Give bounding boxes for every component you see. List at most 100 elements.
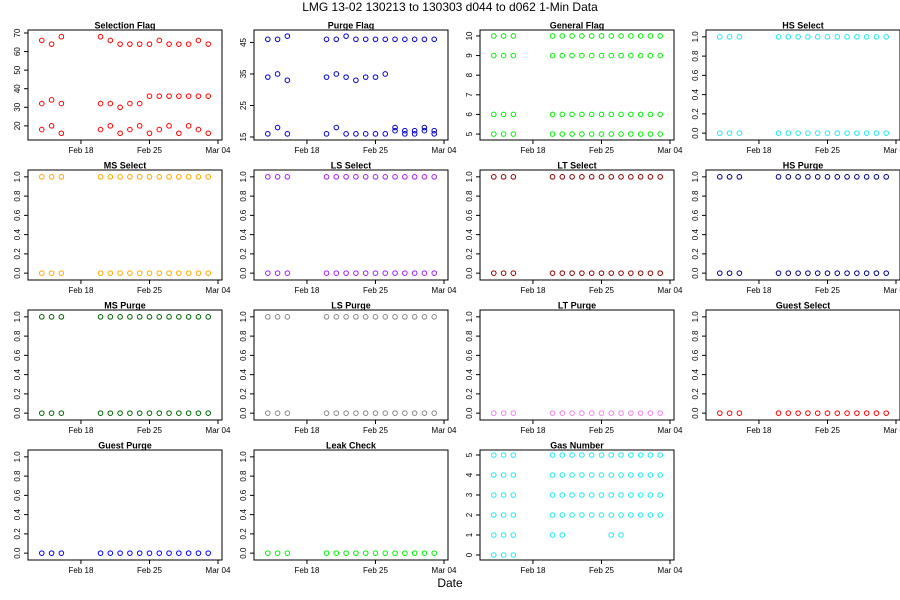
point (549, 532, 556, 538)
point (421, 124, 428, 131)
y-tick-label: 0.6 (13, 489, 22, 501)
point (146, 174, 153, 180)
point (166, 410, 172, 416)
point (117, 410, 123, 416)
y-tick-label: 10 (465, 31, 474, 40)
x-tick-label: Feb 18 (294, 426, 319, 435)
y-tick-label: 0.0 (13, 407, 22, 419)
point (637, 270, 644, 276)
point (500, 174, 507, 180)
point (795, 34, 801, 40)
point (107, 123, 114, 129)
point (362, 74, 369, 80)
point (824, 174, 831, 180)
point (598, 270, 605, 276)
point (579, 52, 585, 59)
panel-title: MS Select (104, 160, 147, 170)
point (107, 174, 114, 180)
point (598, 174, 605, 180)
point (628, 52, 634, 59)
point (814, 410, 821, 416)
point (500, 532, 507, 538)
y-tick-label: 0.4 (13, 369, 22, 381)
point (264, 270, 271, 276)
x-tick-label: Feb 25 (137, 286, 162, 295)
plot-frame (705, 309, 900, 421)
y-tick-label: 0.0 (691, 267, 700, 279)
point (628, 512, 634, 518)
point (559, 452, 566, 458)
point (657, 512, 664, 518)
point (736, 270, 743, 276)
point (284, 314, 291, 320)
point (421, 174, 428, 180)
x-axis-label: Date (437, 576, 463, 590)
point (58, 270, 65, 276)
plot-frame (479, 169, 675, 281)
point (136, 550, 143, 556)
point (127, 41, 133, 47)
point (569, 270, 575, 276)
point (205, 93, 212, 99)
point (490, 452, 497, 458)
y-tick-label: 0 (465, 552, 474, 557)
point (156, 126, 163, 133)
point (264, 314, 271, 320)
x-tick-label: Feb 18 (746, 286, 771, 295)
point (569, 174, 575, 180)
point (637, 410, 644, 416)
point (500, 270, 507, 276)
y-tick-label: 0.4 (13, 229, 22, 241)
x-tick-label: Feb 25 (363, 426, 388, 435)
y-tick-label: 0.6 (465, 349, 474, 361)
panel-title: Gas Number (550, 440, 604, 450)
point (97, 410, 104, 416)
point (608, 472, 615, 478)
point (579, 174, 585, 180)
y-tick-label: 8 (465, 72, 474, 77)
point (637, 52, 644, 59)
point (117, 174, 123, 180)
point (156, 93, 163, 99)
point (549, 472, 556, 478)
point (549, 131, 556, 137)
point (716, 174, 723, 180)
y-tick-label: 0.4 (465, 229, 474, 241)
point (38, 270, 45, 276)
point (343, 270, 349, 276)
y-tick-label: 0.8 (691, 330, 700, 342)
plot-frame (253, 169, 449, 281)
point (431, 131, 438, 137)
point (618, 410, 624, 416)
point (608, 52, 615, 59)
point (490, 532, 497, 538)
point (618, 532, 624, 538)
point (411, 410, 418, 416)
point (58, 33, 65, 40)
point (107, 37, 114, 44)
point (618, 174, 624, 180)
point (510, 131, 517, 137)
y-tick-label: 0.0 (465, 407, 474, 419)
y-tick-label: 0.6 (239, 489, 248, 501)
point (569, 52, 575, 59)
point (136, 314, 143, 320)
point (854, 270, 860, 276)
point (284, 410, 291, 416)
point (146, 93, 153, 99)
point (844, 410, 850, 416)
point (510, 452, 517, 458)
point (136, 270, 143, 276)
point (608, 512, 615, 518)
point (775, 130, 782, 136)
point (382, 174, 389, 180)
y-tick-label: 0.2 (691, 108, 700, 120)
y-tick-label: 0.0 (691, 407, 700, 419)
plot-frame (479, 449, 675, 561)
point (284, 77, 291, 84)
x-tick-label: Feb 18 (294, 146, 319, 155)
y-tick-label: 0.0 (239, 407, 248, 419)
point (490, 410, 497, 416)
point (333, 550, 340, 556)
plot-frame (27, 449, 223, 561)
